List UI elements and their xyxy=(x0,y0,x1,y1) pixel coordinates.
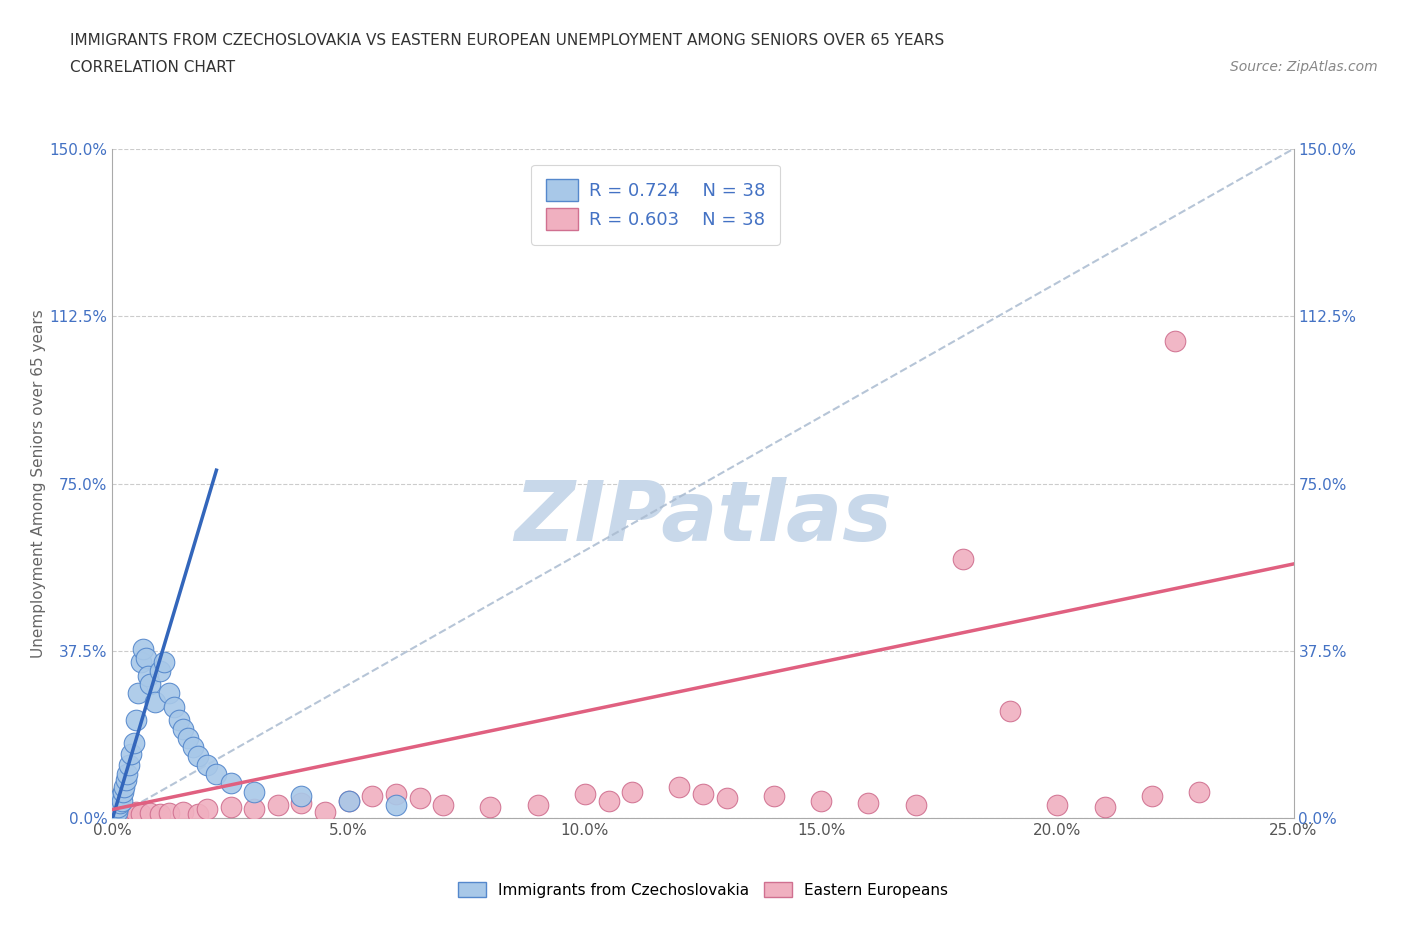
Point xyxy=(125,804,148,819)
Point xyxy=(408,790,430,805)
Point xyxy=(186,806,208,821)
Point xyxy=(111,793,134,808)
Point xyxy=(111,784,134,799)
Point xyxy=(139,677,162,692)
Point xyxy=(858,795,880,810)
Point xyxy=(1164,333,1187,348)
Point xyxy=(105,802,128,817)
Point xyxy=(186,749,208,764)
Point xyxy=(337,793,360,808)
Point xyxy=(149,806,172,821)
Point xyxy=(136,668,159,683)
Point xyxy=(172,804,194,819)
Point xyxy=(157,805,180,820)
Point xyxy=(107,800,129,815)
Point xyxy=(139,805,162,820)
Point xyxy=(127,686,149,701)
Point xyxy=(998,704,1021,719)
Point xyxy=(115,766,138,781)
Text: Source: ZipAtlas.com: Source: ZipAtlas.com xyxy=(1230,60,1378,74)
Point xyxy=(129,655,152,670)
Text: CORRELATION CHART: CORRELATION CHART xyxy=(70,60,235,75)
Point xyxy=(112,779,135,794)
Point xyxy=(574,787,596,802)
Point xyxy=(143,695,166,710)
Point xyxy=(1140,789,1163,804)
Point xyxy=(167,712,190,727)
Point xyxy=(115,806,138,821)
Point xyxy=(195,757,218,772)
Point xyxy=(1094,800,1116,815)
Point xyxy=(1046,798,1069,813)
Point xyxy=(114,773,136,788)
Point xyxy=(205,766,228,781)
Y-axis label: Unemployment Among Seniors over 65 years: Unemployment Among Seniors over 65 years xyxy=(31,310,46,658)
Point xyxy=(314,804,336,819)
Legend: R = 0.724    N = 38, R = 0.603    N = 38: R = 0.724 N = 38, R = 0.603 N = 38 xyxy=(531,165,780,245)
Point xyxy=(129,806,152,821)
Point xyxy=(598,793,620,808)
Point xyxy=(118,757,141,772)
Point xyxy=(157,686,180,701)
Point xyxy=(149,664,172,679)
Point xyxy=(108,795,131,810)
Point xyxy=(762,789,785,804)
Point xyxy=(290,795,312,810)
Point xyxy=(125,712,148,727)
Point xyxy=(153,655,176,670)
Point xyxy=(110,789,132,804)
Point xyxy=(290,789,312,804)
Point xyxy=(361,789,384,804)
Point xyxy=(243,784,266,799)
Point xyxy=(219,800,242,815)
Point xyxy=(104,806,127,821)
Point xyxy=(122,735,145,750)
Text: IMMIGRANTS FROM CZECHOSLOVAKIA VS EASTERN EUROPEAN UNEMPLOYMENT AMONG SENIORS OV: IMMIGRANTS FROM CZECHOSLOVAKIA VS EASTER… xyxy=(70,33,945,47)
Point xyxy=(243,802,266,817)
Point xyxy=(668,779,690,794)
Point xyxy=(692,787,714,802)
Point xyxy=(181,739,204,754)
Point xyxy=(267,798,290,813)
Text: ZIPatlas: ZIPatlas xyxy=(515,476,891,558)
Point xyxy=(952,552,974,567)
Point xyxy=(219,776,242,790)
Point xyxy=(904,798,927,813)
Point xyxy=(621,784,644,799)
Point xyxy=(105,804,128,819)
Point xyxy=(716,790,738,805)
Legend: Immigrants from Czechoslovakia, Eastern Europeans: Immigrants from Czechoslovakia, Eastern … xyxy=(451,875,955,904)
Point xyxy=(1188,784,1211,799)
Point xyxy=(177,731,200,746)
Point xyxy=(385,787,408,802)
Point xyxy=(163,699,186,714)
Point xyxy=(337,793,360,808)
Point xyxy=(135,650,157,665)
Point xyxy=(479,800,502,815)
Point xyxy=(432,798,454,813)
Point xyxy=(810,793,832,808)
Point xyxy=(195,802,218,817)
Point xyxy=(172,722,194,737)
Point xyxy=(385,798,408,813)
Point xyxy=(120,746,142,761)
Point xyxy=(526,798,548,813)
Point xyxy=(132,642,155,657)
